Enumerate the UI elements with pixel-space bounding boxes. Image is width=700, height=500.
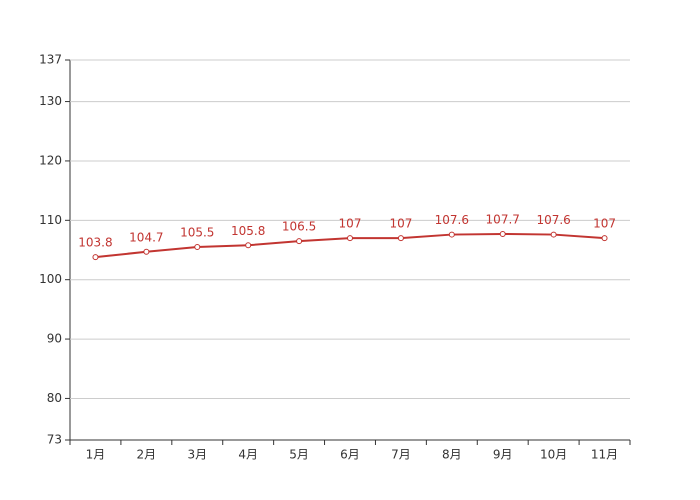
data-label: 103.8	[78, 236, 112, 250]
y-tick-label: 110	[39, 213, 62, 227]
point	[143, 248, 150, 255]
point	[397, 235, 404, 242]
x-tick-label: 2月	[137, 448, 157, 462]
data-label: 106.5	[282, 220, 316, 234]
data-label: 105.5	[180, 226, 214, 240]
point	[194, 244, 201, 251]
x-tick-label: 10月	[540, 448, 567, 462]
data-label: 107.7	[486, 212, 520, 226]
y-tick-label: 137	[39, 53, 62, 67]
data-label: 107	[389, 217, 412, 231]
data-label: 107	[593, 217, 616, 231]
x-tick-label: 9月	[493, 448, 513, 462]
point	[448, 231, 455, 238]
y-tick-label: 100	[39, 272, 62, 286]
point	[245, 242, 252, 249]
y-tick-label: 73	[47, 433, 62, 447]
x-tick-label: 3月	[187, 448, 207, 462]
x-tick-label: 4月	[238, 448, 258, 462]
x-tick-label: 1月	[86, 448, 106, 462]
y-tick-label: 130	[39, 94, 62, 108]
x-tick-label: 6月	[340, 448, 360, 462]
data-label: 104.7	[129, 230, 163, 244]
y-tick-label: 90	[47, 332, 62, 346]
y-tick-label: 120	[39, 153, 62, 167]
x-tick-label: 7月	[391, 448, 411, 462]
data-label: 107.6	[435, 213, 469, 227]
y-tick-label: 80	[47, 391, 62, 405]
point	[550, 231, 557, 238]
x-tick-label: 11月	[591, 448, 618, 462]
point	[499, 230, 506, 237]
data-label: 107	[339, 217, 362, 231]
point	[92, 254, 99, 261]
point	[601, 235, 608, 242]
point	[296, 238, 303, 245]
data-label: 105.8	[231, 224, 265, 238]
point	[347, 235, 353, 242]
x-tick-label: 8月	[442, 448, 462, 462]
data-label: 107.6	[536, 213, 570, 227]
x-tick-label: 5月	[289, 448, 309, 462]
